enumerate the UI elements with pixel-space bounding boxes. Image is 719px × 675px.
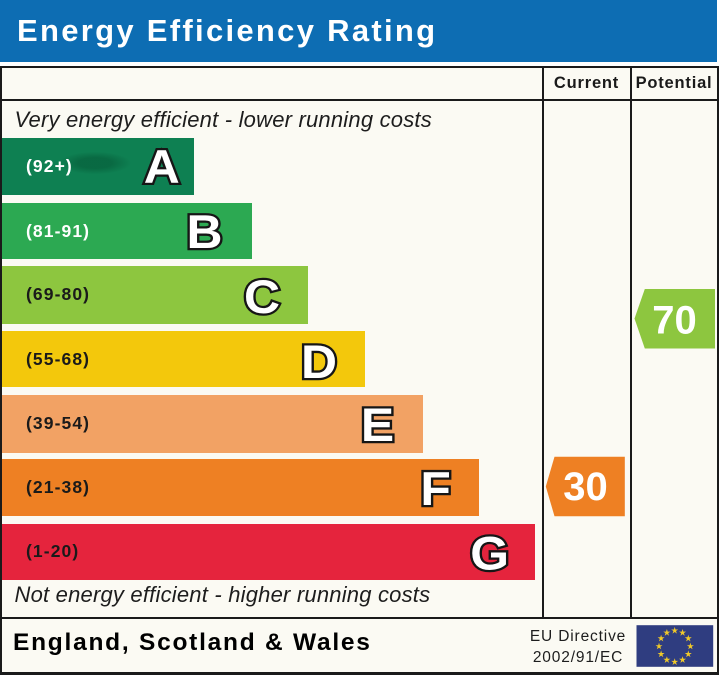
svg-text:E: E bbox=[361, 399, 394, 452]
svg-text:B: B bbox=[186, 206, 222, 259]
svg-text:D: D bbox=[301, 336, 337, 389]
svg-text:C: C bbox=[244, 271, 280, 324]
svg-text:70: 70 bbox=[652, 299, 697, 343]
svg-text:30: 30 bbox=[563, 465, 608, 509]
svg-text:G: G bbox=[470, 527, 509, 580]
svg-text:A: A bbox=[144, 141, 180, 194]
svg-text:F: F bbox=[420, 463, 450, 516]
